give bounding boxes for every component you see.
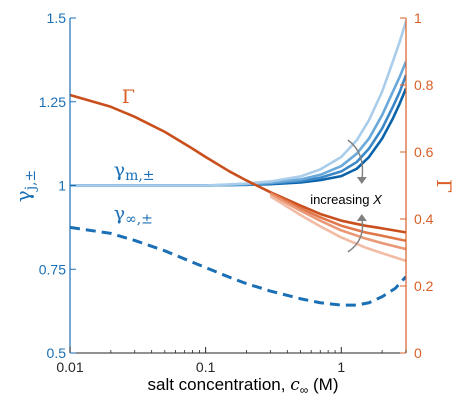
annotation-arrow-bottom <box>347 217 364 253</box>
x-tick-label-0: 0.01 <box>56 359 83 375</box>
left-tick-label-4: 1.5 <box>47 10 67 26</box>
left-tick-label-0: 0.5 <box>47 345 67 361</box>
labels: salt concentration, c∞ (M)γj,± ΓΓγm,±γ∞,±… <box>11 86 456 397</box>
annotation-label-text: increasing <box>310 192 373 207</box>
annotation-label-variable: X <box>372 192 383 207</box>
series-line-7 <box>269 193 406 251</box>
series-layer <box>70 20 406 307</box>
x-tick-label-2: 1 <box>337 359 345 375</box>
axes: 0.01 0.1 1 0.5 0.75 1 1.25 1.5 0 0.2 0.4 0.6 0.8 1 <box>39 10 434 375</box>
series-line-4 <box>70 20 406 187</box>
series-label-gamma-cap: Γ <box>122 86 135 108</box>
series-label-gamma-m-symbol: γ <box>114 159 125 181</box>
annotation-label: increasing X <box>310 192 383 207</box>
series-line-6 <box>269 191 406 243</box>
series-label-gamma-inf-subscript: ∞,± <box>125 212 153 228</box>
series-label-gamma-inf-symbol: γ <box>114 203 125 225</box>
left-axis-label-symbol: γ <box>11 190 35 202</box>
annotation: increasing X <box>310 139 383 253</box>
annotation-arrowhead-bottom <box>356 214 367 221</box>
right-tick-label-5: 1 <box>414 10 422 26</box>
annotation-arrow-top <box>347 139 364 181</box>
series-label-gamma-m: γm,± <box>114 159 155 184</box>
right-tick-label-1: 0.2 <box>414 278 434 294</box>
left-axis-label-subscript: j,± <box>23 170 39 193</box>
left-tick-label-1: 0.75 <box>39 261 66 277</box>
right-tick-label-3: 0.6 <box>414 144 434 160</box>
right-tick-label-2: 0.4 <box>414 211 434 227</box>
x-axis-label-text: salt concentration, <box>147 375 290 394</box>
right-tick-label-0: 0 <box>414 345 422 361</box>
right-axis-label: Γ <box>432 179 456 193</box>
series-line-0 <box>70 225 406 307</box>
series-line-8 <box>269 195 406 263</box>
annotation-arrowhead-top <box>356 177 367 184</box>
series-line-5 <box>70 93 406 234</box>
x-axis-label-unit: (M) <box>308 375 338 394</box>
x-axis-label-symbol: c <box>290 375 300 395</box>
left-axis-label: γj,± <box>11 170 39 202</box>
x-axis-label: salt concentration, c∞ (M) <box>147 375 338 397</box>
right-tick-label-4: 0.8 <box>414 77 434 93</box>
x-tick-label-1: 0.1 <box>196 359 216 375</box>
left-tick-label-3: 1.25 <box>39 94 66 110</box>
series-label-gamma-m-subscript: m,± <box>125 168 154 184</box>
series-label-gamma-inf: γ∞,± <box>114 203 153 228</box>
left-tick-label-2: 1 <box>58 178 66 194</box>
x-axis-label-subscript: ∞ <box>300 383 309 397</box>
